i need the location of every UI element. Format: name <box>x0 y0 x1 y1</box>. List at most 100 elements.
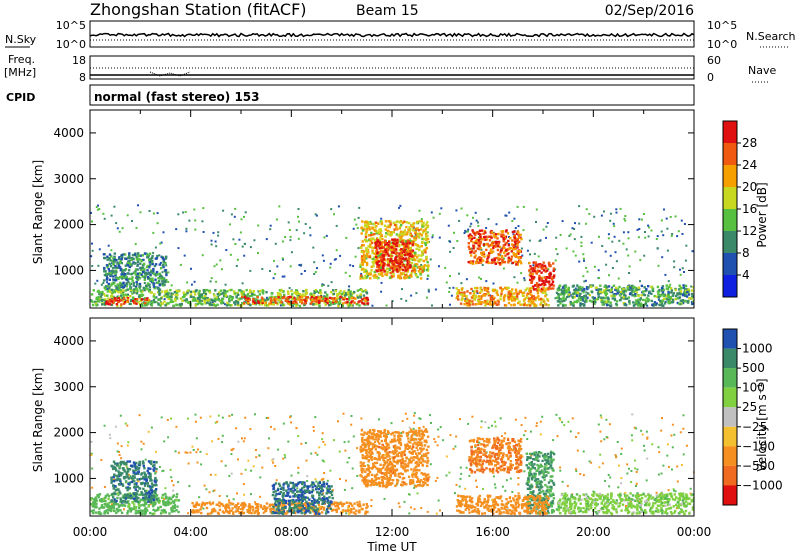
heatmap-cell <box>399 232 402 235</box>
heatmap-cell <box>108 262 111 266</box>
heatmap-cell <box>105 302 108 305</box>
heatmap-cell <box>115 299 118 302</box>
heatmap-cell <box>623 493 626 496</box>
heatmap-cell <box>186 281 189 284</box>
heatmap-cell <box>103 273 107 277</box>
heatmap-cell <box>648 226 651 229</box>
heatmap-cell <box>244 242 246 245</box>
heatmap-cell <box>462 293 466 296</box>
heatmap-cell <box>504 254 507 257</box>
heatmap-cell <box>484 421 487 424</box>
heatmap-cell <box>426 221 429 224</box>
heatmap-cell <box>617 277 620 280</box>
heatmap-cell <box>323 295 326 298</box>
heatmap-cell <box>491 243 494 247</box>
heatmap-cell <box>692 299 694 303</box>
heatmap-cell <box>628 299 631 303</box>
heatmap-cell <box>387 254 390 257</box>
heatmap-cell <box>276 294 280 298</box>
heatmap-cell <box>93 499 96 503</box>
heatmap-cell <box>275 479 278 482</box>
heatmap-cell <box>146 509 149 512</box>
heatmap-cell <box>193 208 196 211</box>
heatmap-cell <box>164 502 167 505</box>
heatmap-cell <box>105 274 108 277</box>
heatmap-cell <box>258 454 261 457</box>
heatmap-cell <box>194 219 197 222</box>
heatmap-cell <box>591 296 594 299</box>
heatmap-cell <box>427 288 430 291</box>
heatmap-cell <box>662 234 665 237</box>
heatmap-cell <box>448 290 451 293</box>
heatmap-cell <box>688 297 691 300</box>
heatmap-cell <box>149 291 152 294</box>
heatmap-cell <box>200 463 203 466</box>
heatmap-cell <box>421 250 424 253</box>
heatmap-cell <box>363 256 366 259</box>
heatmap-cell <box>401 242 405 245</box>
heatmap-cell <box>276 302 279 306</box>
heatmap-cell <box>552 262 555 265</box>
heatmap-cell <box>298 293 302 296</box>
heatmap-cell <box>383 497 386 500</box>
heatmap-cell <box>104 300 107 303</box>
heatmap-cell <box>226 295 229 298</box>
heatmap-cell <box>404 240 408 243</box>
heatmap-cell <box>547 268 550 271</box>
heatmap-cell <box>250 493 252 496</box>
heatmap-cell <box>500 233 503 236</box>
heatmap-cell <box>151 301 154 304</box>
heatmap-cell <box>309 297 312 301</box>
heatmap-cell <box>578 294 581 298</box>
heatmap-cell <box>185 230 188 233</box>
heatmap-cell <box>403 232 406 235</box>
heatmap-cell <box>556 288 559 291</box>
heatmap-cell <box>671 468 673 471</box>
heatmap-cell <box>387 224 390 227</box>
heatmap-cell <box>680 464 683 466</box>
heatmap-cell <box>584 294 587 297</box>
heatmap-cell <box>564 291 568 294</box>
heatmap-cell <box>531 295 534 299</box>
heatmap-cell <box>561 480 564 483</box>
heatmap-cell <box>622 242 625 245</box>
heatmap-cell <box>457 298 460 301</box>
heatmap-cell <box>395 233 399 236</box>
heatmap-cell <box>135 276 138 279</box>
heatmap-cell <box>117 300 120 304</box>
heatmap-cell <box>310 452 313 455</box>
heatmap-cell <box>94 302 98 305</box>
heatmap-cell <box>618 239 621 242</box>
heatmap-cell <box>373 270 377 274</box>
heatmap-cell <box>406 265 409 268</box>
heatmap-cell <box>418 236 421 239</box>
heatmap-cell <box>622 302 625 305</box>
heatmap-cell <box>161 257 165 260</box>
heatmap-cell <box>105 278 108 281</box>
heatmap-cell <box>535 289 539 292</box>
heatmap-cell <box>511 299 514 302</box>
heatmap-cell <box>111 503 113 506</box>
heatmap-cell <box>497 232 500 236</box>
heatmap-cell <box>297 215 299 218</box>
heatmap-cell <box>579 304 582 307</box>
heatmap-cell <box>118 504 121 507</box>
heatmap-cell <box>106 265 109 269</box>
heatmap-cell <box>135 287 138 290</box>
heatmap-cell <box>458 485 461 488</box>
heatmap-cell <box>460 207 463 210</box>
heatmap-cell <box>618 285 621 289</box>
heatmap-cell <box>123 273 127 276</box>
heatmap-cell <box>134 273 138 276</box>
heatmap-cell <box>90 454 93 456</box>
heatmap-cell <box>513 276 516 279</box>
heatmap-cell <box>645 430 648 433</box>
heatmap-cell <box>389 271 392 275</box>
heatmap-cell <box>348 296 351 299</box>
heatmap-cell <box>93 498 96 501</box>
heatmap-cell <box>680 287 683 290</box>
heatmap-cell <box>137 472 140 475</box>
heatmap-cell <box>304 442 307 444</box>
heatmap-cell <box>161 277 165 280</box>
heatmap-cell <box>560 291 564 295</box>
